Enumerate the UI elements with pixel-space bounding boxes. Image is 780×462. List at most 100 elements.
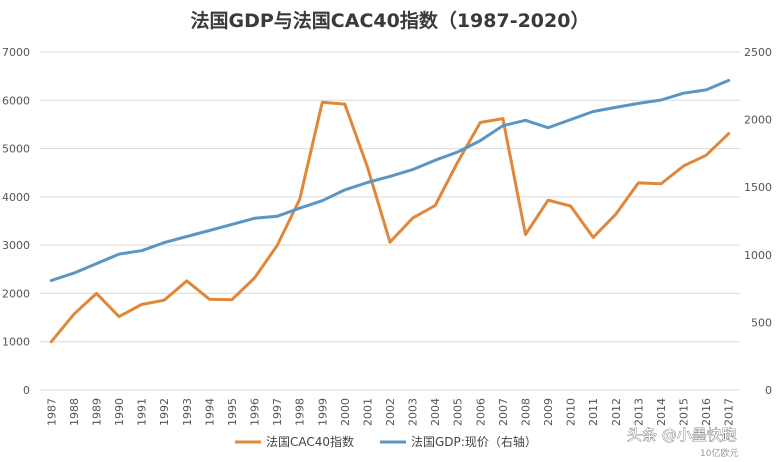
- gdp-point: [208, 229, 211, 232]
- gdp-point: [388, 175, 392, 178]
- left-tick-label: 7000: [2, 46, 30, 59]
- gdp-point: [343, 188, 346, 192]
- x-tick-label: 2001: [361, 398, 374, 426]
- left-tick-label: 0: [23, 384, 30, 397]
- gdp-point: [682, 92, 685, 95]
- x-tick-label: 2013: [632, 398, 645, 426]
- gdp-point: [230, 223, 234, 226]
- gdp-point: [569, 118, 572, 121]
- left-tick-label: 4000: [2, 191, 30, 204]
- right-tick-label: 2500: [744, 46, 772, 59]
- right-tick-label: 2000: [744, 114, 772, 127]
- x-tick-label: 2014: [655, 398, 668, 426]
- gdp-point: [546, 126, 550, 129]
- left-tick-label: 5000: [2, 143, 30, 156]
- cac40-point: [727, 132, 730, 135]
- left-tick-label: 2000: [2, 287, 30, 300]
- left-tick-label: 6000: [2, 94, 30, 107]
- gdp-point: [366, 181, 369, 184]
- cac40-point: [163, 299, 166, 302]
- gdp-point: [727, 79, 730, 82]
- gdp-point: [253, 217, 256, 220]
- x-tick-label: 2010: [565, 398, 578, 426]
- x-tick-label: 2002: [384, 398, 397, 426]
- gdp-point: [614, 106, 617, 109]
- gdp-point: [659, 98, 663, 102]
- cac40-point: [614, 213, 617, 216]
- x-tick-label: 2008: [519, 398, 532, 426]
- x-tick-label: 1987: [45, 398, 58, 426]
- gdp-point: [95, 262, 98, 265]
- cac40-point: [434, 204, 437, 207]
- gdp-point: [479, 139, 482, 142]
- gdp-point: [637, 102, 640, 105]
- cac40-point: [546, 199, 550, 202]
- cac40-point: [388, 241, 392, 244]
- x-tick-label: 2007: [497, 398, 510, 426]
- cac40-point: [95, 292, 98, 295]
- x-tick-label: 2009: [542, 398, 555, 426]
- gdp-point: [72, 271, 76, 275]
- x-tick-label: 1996: [249, 398, 262, 426]
- gdp-point: [185, 235, 188, 238]
- x-tick-label: 1999: [316, 398, 329, 426]
- gdp-point: [411, 168, 414, 171]
- gdp-point: [456, 150, 459, 154]
- gdp-point: [321, 199, 324, 202]
- x-tick-label: 1991: [136, 398, 149, 426]
- cac40-point: [230, 298, 234, 301]
- gdp-point: [275, 215, 279, 218]
- left-tick-label: 3000: [2, 239, 30, 252]
- watermark: 头条 @小墨快跑 10亿欧元: [627, 426, 739, 459]
- x-tick-label: 2016: [700, 398, 713, 426]
- right-tick-label: 500: [751, 316, 772, 329]
- cac40-point: [524, 233, 527, 236]
- x-tick-label: 2003: [407, 398, 420, 426]
- series-group: [49, 78, 731, 344]
- x-tick-label: 2012: [610, 398, 623, 426]
- cac40-point: [637, 181, 640, 185]
- cac40-point: [659, 182, 663, 185]
- cac40-point: [298, 198, 301, 201]
- series-line-gdp: [49, 78, 731, 282]
- cac40-point: [592, 236, 595, 239]
- x-axis: 1987 1988 1989 1990 1991 1992 1993 1994 1995 1996…: [45, 398, 735, 426]
- gdp-point: [117, 252, 121, 256]
- x-tick-label: 1988: [68, 398, 81, 426]
- cac40-point: [343, 102, 346, 106]
- x-tick-label: 2017: [723, 398, 736, 426]
- gdp-point: [50, 279, 53, 282]
- left-axis: 0 1000 2000 3000 4000 5000 6000 7000: [2, 46, 30, 397]
- x-tick-label: 1994: [203, 398, 216, 426]
- gdp-point: [163, 241, 166, 244]
- cac40-point: [411, 216, 414, 220]
- gdp-point: [592, 110, 595, 113]
- cac40-point: [501, 117, 505, 120]
- watermark-subtext: 10亿欧元: [700, 447, 738, 459]
- right-tick-label: 1000: [744, 249, 772, 262]
- x-tick-label: 1998: [294, 398, 307, 426]
- cac40-point: [117, 315, 121, 318]
- gdp-point: [298, 207, 301, 210]
- cac40-point: [140, 303, 143, 306]
- chart-title: 法国GDP与法国CAC40指数（1987-2020）: [191, 9, 590, 32]
- watermark-text: 头条 @小墨快跑: [627, 426, 737, 444]
- cac40-point: [321, 101, 324, 104]
- x-tick-label: 2011: [587, 398, 600, 426]
- gdp-point: [434, 159, 437, 162]
- x-tick-label: 2004: [429, 398, 442, 426]
- legend: 法国CAC40指数 法国GDP:现价（右轴）: [235, 434, 537, 449]
- cac40-point: [366, 165, 369, 169]
- right-tick-label: 0: [765, 384, 772, 397]
- x-tick-label: 1992: [158, 398, 171, 426]
- gdp-point: [704, 88, 708, 92]
- x-tick-label: 1990: [113, 398, 126, 426]
- x-tick-label: 1993: [181, 398, 194, 426]
- series-line-cac40: [49, 100, 731, 344]
- left-tick-label: 1000: [2, 336, 30, 349]
- x-tick-label: 1989: [90, 398, 103, 426]
- gdp-point: [524, 119, 527, 122]
- cac40-point: [72, 313, 76, 316]
- x-tick-label: 2006: [474, 398, 487, 426]
